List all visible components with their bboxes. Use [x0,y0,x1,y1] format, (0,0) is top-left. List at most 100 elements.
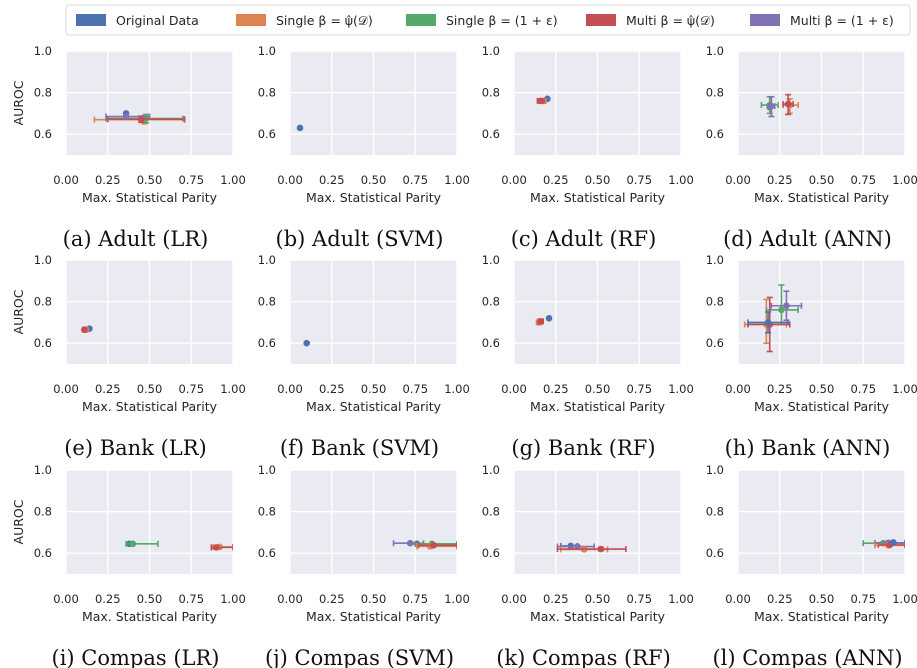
x-axis-label: Max. Statistical Parity [82,399,218,414]
y-tick-label: 0.6 [34,336,52,350]
x-tick-label: 0.00 [501,592,527,606]
data-point [783,302,790,310]
x-axis-label: Max. Statistical Parity [306,399,442,414]
panel: 0.00 0.25 0.50 0.75 1.00 0.6 0.8 1.0 Max. Statis… [706,253,917,460]
x-tick-label: 0.75 [626,592,652,606]
x-axis-label: Max. Statistical Parity [754,190,890,205]
y-tick-label: 0.6 [34,546,52,560]
legend-swatch [236,14,266,26]
y-tick-label: 0.8 [34,86,52,100]
y-tick-label: 0.6 [482,546,500,560]
x-tick-label: 0.25 [95,173,121,187]
y-tick-label: 1.0 [482,44,500,58]
panel: 0.00 0.25 0.50 0.75 1.00 0.6 0.8 1.0 Max. Statis… [258,44,470,251]
y-tick-label: 0.6 [706,127,724,141]
x-tick-label: 1.00 [444,382,470,396]
x-tick-label: 0.75 [850,592,876,606]
x-tick-label: 1.00 [220,173,246,187]
x-tick-label: 1.00 [668,382,694,396]
legend-swatch [586,14,616,26]
x-tick-label: 1.00 [892,382,917,396]
x-tick-label: 0.00 [277,173,303,187]
data-point [430,541,437,549]
data-point [129,540,137,548]
y-tick-label: 1.0 [258,44,276,58]
y-tick-label: 0.8 [258,505,276,519]
legend-label: Multi β = ψ̂(𝒟) [626,13,715,28]
y-tick-label: 1.0 [706,463,724,477]
points-layer [125,540,233,551]
y-tick-label: 1.0 [258,253,276,267]
x-tick-label: 0.50 [361,173,387,187]
points-layer [93,110,186,125]
y-tick-label: 0.6 [258,127,276,141]
y-tick-label: 1.0 [34,44,52,58]
x-tick-label: 0.25 [319,173,345,187]
x-tick-label: 0.25 [767,173,793,187]
data-point [137,115,145,123]
x-tick-label: 0.50 [361,592,387,606]
panel-caption: (f) Bank (SVM) [280,436,439,460]
panel: 0.00 0.25 0.50 0.75 1.00 0.6 0.8 1.0 Max. Statis… [258,463,470,668]
x-axis-label: Max. Statistical Parity [530,399,666,414]
legend-swatch [76,14,106,26]
panel: 0.00 0.25 0.50 0.75 1.00 0.6 0.8 1.0 Max. Statis… [482,253,694,460]
y-tick-label: 1.0 [258,463,276,477]
y-tick-label: 0.8 [482,295,500,309]
panel-caption: (g) Bank (RF) [511,436,655,460]
y-axis-label: AUROC [11,80,26,125]
x-tick-label: 0.50 [137,592,163,606]
x-axis-label: Max. Statistical Parity [82,609,218,624]
panel-caption: (h) Bank (ANN) [725,436,891,460]
data-point [890,539,897,546]
panel-caption: (j) Compas (SVM) [265,646,454,668]
data-point [764,319,772,326]
x-tick-label: 1.00 [892,592,917,606]
x-axis-label: Max. Statistical Parity [82,190,218,205]
y-tick-label: 1.0 [34,253,52,267]
y-tick-label: 1.0 [482,253,500,267]
x-axis-label: Max. Statistical Parity [306,190,442,205]
y-tick-label: 1.0 [482,463,500,477]
x-tick-label: 0.25 [543,592,569,606]
x-tick-label: 1.00 [668,592,694,606]
x-tick-label: 0.50 [809,173,835,187]
panel-caption: (k) Compas (RF) [496,646,671,668]
panel: 0.00 0.25 0.50 0.75 1.00 0.6 0.8 1.0 Max. Statis… [482,463,694,668]
legend-label: Multi β = (1 + ε) [790,13,894,28]
x-tick-label: 0.00 [501,173,527,187]
x-tick-label: 0.75 [850,173,876,187]
panel: 0.00 0.25 0.50 0.75 1.00 0.6 0.8 1.0 Max. Statis… [11,44,246,251]
data-point [122,113,130,120]
x-tick-label: 0.00 [53,173,79,187]
y-tick-label: 0.6 [706,546,724,560]
x-tick-label: 0.75 [178,592,204,606]
y-tick-label: 0.6 [258,336,276,350]
x-tick-label: 0.75 [850,382,876,396]
panel: 0.00 0.25 0.50 0.75 1.00 0.6 0.8 1.0 Max. Statis… [706,463,917,668]
x-tick-label: 0.25 [95,592,121,606]
x-tick-label: 0.25 [767,592,793,606]
x-tick-label: 0.75 [626,382,652,396]
data-point [537,318,545,325]
x-tick-label: 0.50 [137,382,163,396]
x-axis-label: Max. Statistical Parity [530,190,666,205]
x-tick-label: 1.00 [668,173,694,187]
x-tick-label: 0.75 [178,173,204,187]
x-tick-label: 0.25 [319,592,345,606]
x-tick-label: 1.00 [892,173,917,187]
y-axis-label: AUROC [11,289,26,334]
y-tick-label: 0.6 [482,336,500,350]
y-tick-label: 0.6 [258,546,276,560]
x-axis-label: Max. Statistical Parity [530,609,666,624]
x-tick-label: 1.00 [220,382,246,396]
data-point [768,102,775,110]
x-tick-label: 1.00 [444,592,470,606]
points-layer [81,325,93,333]
y-tick-label: 0.8 [482,86,500,100]
points-layer [743,284,803,353]
x-tick-label: 0.25 [95,382,121,396]
x-tick-label: 0.25 [767,382,793,396]
y-tick-label: 0.8 [482,505,500,519]
legend-swatch [406,14,436,26]
